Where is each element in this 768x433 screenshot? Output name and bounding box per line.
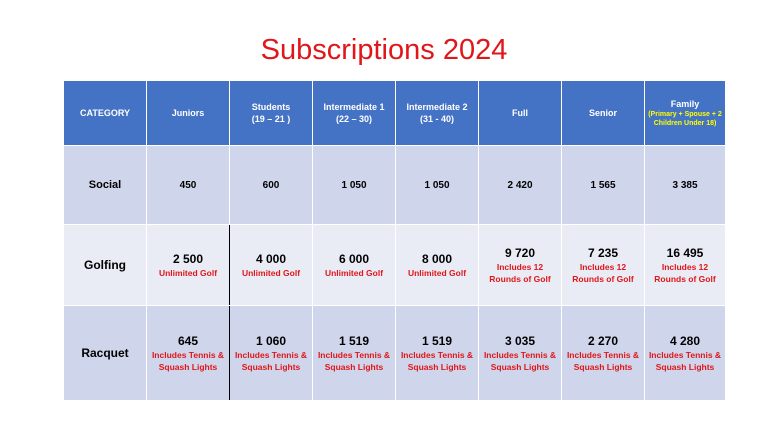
header-category: CATEGORY [63,80,147,146]
price-racquet-family: 4 280 [669,333,701,348]
note-golfing-full: Includes 12 Rounds of Golf [489,261,551,284]
header-family: Family (Primary + Spouse + 2 Children Un… [644,80,726,146]
price-racquet-senior: 2 270 [587,333,619,348]
price-racquet-students: 1 060 [255,333,287,348]
cell-golfing-intermediate-1: 6 000 Unlimited Golf [312,224,396,306]
table-row-racquet: Racquet 645 Includes Tennis & Squash Lig… [63,305,726,401]
header-full: Full [478,80,562,146]
header-family-note: (Primary + Spouse + 2 Children Under 18) [648,111,722,127]
note-golfing-senior: Includes 12 Rounds of Golf [572,261,634,284]
note-racquet-juniors: Includes Tennis & Squash Lights [151,349,225,372]
header-intermediate-2-range: (31 - 40) [419,114,454,124]
price-racquet-intermediate-2: 1 519 [421,333,453,348]
cell-racquet-full: 3 035 Includes Tennis & Squash Lights [478,305,562,401]
cell-golfing-juniors: 2 500 Unlimited Golf [146,224,230,306]
cell-social-senior: 1 565 [561,145,645,225]
cell-golfing-family: 16 495 Includes 12 Rounds of Golf [644,224,726,306]
note-racquet-full: Includes Tennis & Squash Lights [483,349,557,372]
cell-social-intermediate-1: 1 050 [312,145,396,225]
subscriptions-table: CATEGORY Juniors Students (19 – 21 ) Int… [63,80,726,401]
cell-racquet-family: 4 280 Includes Tennis & Squash Lights [644,305,726,401]
header-senior: Senior [561,80,645,146]
header-family-label: Family [670,99,700,109]
cell-social-students: 600 [229,145,313,225]
note-golfing-family: Includes 12 Rounds of Golf [654,261,716,284]
cell-racquet-intermediate-1: 1 519 Includes Tennis & Squash Lights [312,305,396,401]
header-juniors: Juniors [146,80,230,146]
row-label-social: Social [63,145,147,225]
cell-racquet-senior: 2 270 Includes Tennis & Squash Lights [561,305,645,401]
cell-social-family: 3 385 [644,145,726,225]
price-golfing-intermediate-1: 6 000 [338,251,370,266]
cell-golfing-intermediate-2: 8 000 Unlimited Golf [395,224,479,306]
header-students: Students (19 – 21 ) [229,80,313,146]
price-racquet-juniors: 645 [177,333,199,348]
header-students-range: (19 – 21 ) [251,114,291,124]
price-golfing-juniors: 2 500 [172,251,204,266]
price-golfing-family: 16 495 [666,245,704,260]
header-students-label: Students [251,102,291,112]
note-racquet-family: Includes Tennis & Squash Lights [648,349,722,372]
price-racquet-intermediate-1: 1 519 [338,333,370,348]
header-intermediate-2-label: Intermediate 2 [406,102,468,112]
cell-social-juniors: 450 [146,145,230,225]
row-label-golfing: Golfing [63,224,147,306]
cell-social-intermediate-2: 1 050 [395,145,479,225]
note-racquet-intermediate-1: Includes Tennis & Squash Lights [317,349,391,372]
table-row-golfing: Golfing 2 500 Unlimited Golf 4 000 Unlim… [63,224,726,306]
cell-golfing-students: 4 000 Unlimited Golf [229,224,313,306]
price-golfing-full: 9 720 [504,245,536,260]
header-row: CATEGORY Juniors Students (19 – 21 ) Int… [63,80,726,146]
price-golfing-intermediate-2: 8 000 [421,251,453,266]
price-golfing-senior: 7 235 [587,245,619,260]
header-intermediate-1-label: Intermediate 1 [323,102,385,112]
cell-racquet-students: 1 060 Includes Tennis & Squash Lights [229,305,313,401]
note-golfing-students: Unlimited Golf [241,267,301,278]
note-golfing-juniors: Unlimited Golf [158,267,218,278]
cell-golfing-senior: 7 235 Includes 12 Rounds of Golf [561,224,645,306]
note-golfing-intermediate-2: Unlimited Golf [407,267,467,278]
cell-racquet-juniors: 645 Includes Tennis & Squash Lights [146,305,230,401]
cell-racquet-intermediate-2: 1 519 Includes Tennis & Squash Lights [395,305,479,401]
note-golfing-intermediate-1: Unlimited Golf [324,267,384,278]
price-racquet-full: 3 035 [504,333,536,348]
note-racquet-students: Includes Tennis & Squash Lights [234,349,308,372]
header-intermediate-2: Intermediate 2 (31 - 40) [395,80,479,146]
page-title: Subscriptions 2024 [260,34,508,66]
row-label-racquet: Racquet [63,305,147,401]
cell-golfing-full: 9 720 Includes 12 Rounds of Golf [478,224,562,306]
note-racquet-senior: Includes Tennis & Squash Lights [566,349,640,372]
table-row-social: Social 450 600 1 050 1 050 2 420 1 565 3… [63,145,726,225]
cell-social-full: 2 420 [478,145,562,225]
price-golfing-students: 4 000 [255,251,287,266]
note-racquet-intermediate-2: Includes Tennis & Squash Lights [400,349,474,372]
header-intermediate-1-range: (22 – 30) [335,114,373,124]
header-intermediate-1: Intermediate 1 (22 – 30) [312,80,396,146]
